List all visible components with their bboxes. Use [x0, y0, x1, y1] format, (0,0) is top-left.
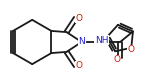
- Text: O: O: [75, 61, 82, 70]
- Text: O: O: [113, 55, 120, 64]
- Text: O: O: [75, 14, 82, 23]
- Text: N: N: [78, 37, 85, 47]
- Text: NH: NH: [95, 36, 108, 45]
- Text: O: O: [128, 45, 135, 54]
